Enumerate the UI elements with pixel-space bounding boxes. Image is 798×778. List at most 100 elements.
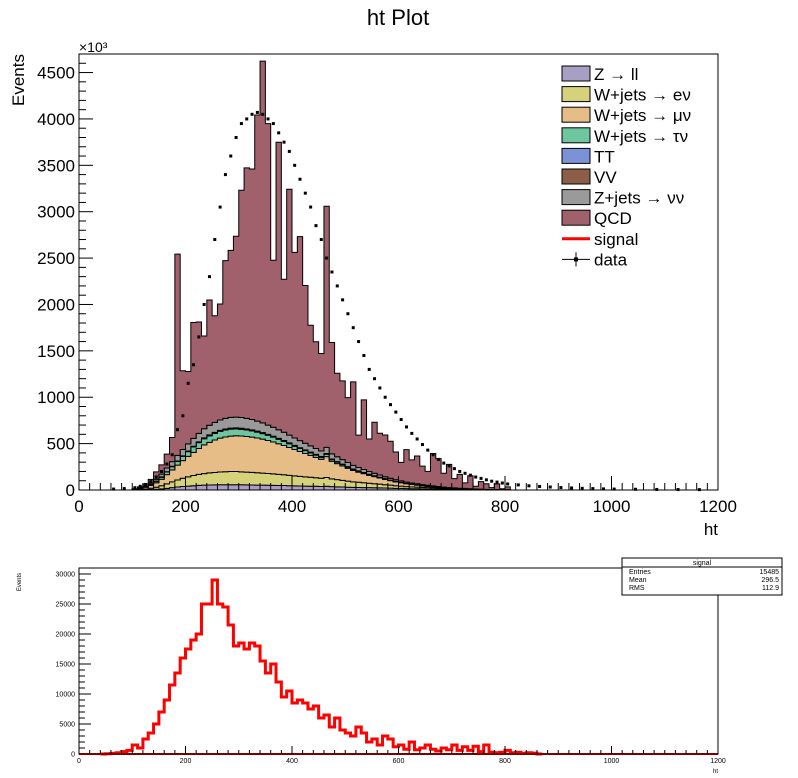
data-point: [293, 163, 297, 167]
main-x-axis: 0 200 400 600 800 1000 1200: [74, 476, 737, 516]
signal-plot-area: [79, 578, 718, 756]
data-point: [357, 340, 361, 344]
data-point: [351, 326, 355, 330]
y-tick-label: 5000: [59, 722, 75, 729]
x-tick-label: 1000: [593, 497, 631, 516]
data-point: [633, 487, 637, 491]
data-point: [250, 112, 254, 116]
data-point: [436, 457, 440, 461]
y-tick-label: 4500: [37, 64, 75, 83]
data-point: [287, 149, 291, 153]
legend-swatch: [561, 209, 591, 226]
data-point: [602, 487, 606, 491]
stats-box: signal Entries 15485 Mean 296.5 RMS 112.9: [621, 557, 783, 596]
data-point: [591, 487, 595, 491]
y-tick-label: 3500: [37, 156, 75, 175]
data-point: [527, 484, 531, 488]
x-tick-label: 400: [278, 497, 306, 516]
data-point: [458, 469, 462, 473]
data-point: [181, 414, 185, 418]
legend-label: Z → ll: [594, 65, 638, 84]
data-point: [266, 117, 270, 121]
legend-label: data: [594, 250, 628, 269]
legend-swatch: [561, 86, 591, 103]
legend-swatch: [561, 106, 591, 123]
data-point: [362, 353, 366, 357]
x-tick-label: 0: [74, 497, 83, 516]
data-point: [176, 428, 180, 432]
main-plot-area: [110, 60, 701, 492]
data-point: [367, 367, 371, 371]
x-tick-label: 800: [499, 758, 511, 765]
data-point: [330, 270, 334, 274]
data-point: [245, 117, 249, 121]
signal-y-axis-label: Events: [17, 573, 23, 591]
data-point: [580, 486, 584, 490]
x-tick-label: 0: [77, 758, 81, 765]
legend-swatch: [561, 65, 591, 82]
data-point: [500, 481, 504, 485]
data-point: [319, 238, 323, 242]
data-point: [474, 475, 478, 479]
y-multiplier-label: ×10³: [79, 39, 108, 55]
data-point: [373, 377, 377, 381]
data-point: [389, 403, 393, 407]
data-point: [271, 122, 275, 126]
data-point: [191, 363, 195, 367]
main-y-axis-label: Events: [9, 54, 28, 106]
y-tick-label: 25000: [56, 602, 76, 609]
data-point: [223, 173, 227, 177]
x-tick-label: 800: [491, 497, 519, 516]
stack-series-7: [110, 60, 511, 491]
data-point: [122, 487, 126, 491]
data-point: [463, 471, 467, 475]
x-tick-label: 1000: [604, 758, 620, 765]
stats-box-title: signal: [693, 560, 712, 567]
x-tick-label: 1200: [699, 497, 737, 516]
legend-label: VV: [594, 168, 617, 187]
y-tick-label: 10000: [56, 692, 76, 699]
y-tick-label: 0: [66, 481, 75, 500]
data-point: [506, 482, 510, 486]
data-point: [239, 122, 243, 126]
y-tick-label: 4000: [37, 110, 75, 129]
legend-label: Z+jets → νν: [594, 189, 684, 208]
data-point: [202, 302, 206, 306]
data-point: [346, 312, 350, 316]
data-point: [133, 486, 137, 490]
data-point: [149, 480, 153, 484]
legend-swatch: [561, 168, 591, 185]
stats-row-value: 112.9: [762, 585, 779, 592]
legend-label: W+jets → eν: [594, 86, 691, 105]
y-tick-label: 500: [47, 435, 75, 454]
stats-row-value: 15485: [760, 569, 780, 576]
stats-row-label: Mean: [629, 577, 647, 584]
data-point: [282, 140, 286, 144]
legend-label: TT: [594, 147, 615, 166]
data-point: [378, 386, 382, 390]
data-point: [394, 410, 398, 414]
data-point: [490, 479, 494, 483]
data-point: [197, 335, 201, 339]
x-tick-label: 200: [171, 497, 199, 516]
data-point: [495, 480, 499, 484]
legend-swatch: [561, 189, 591, 206]
y-tick-label: 20000: [56, 632, 76, 639]
stats-row-value: 296.5: [761, 577, 779, 584]
data-point: [154, 475, 158, 479]
data-point: [138, 484, 142, 488]
data-point: [479, 476, 483, 480]
data-point: [426, 448, 430, 452]
y-tick-label: 3000: [37, 203, 75, 222]
data-point: [559, 486, 563, 490]
legend-label: QCD: [594, 209, 632, 228]
data-point: [186, 381, 190, 385]
signal-plot-frame: [78, 567, 719, 755]
data-point: [144, 482, 148, 486]
legend-label: signal: [594, 230, 638, 249]
data-point: [277, 131, 281, 135]
data-point: [207, 275, 211, 279]
data-point: [325, 256, 329, 260]
data-point: [341, 298, 345, 302]
x-tick-label: 600: [384, 497, 412, 516]
